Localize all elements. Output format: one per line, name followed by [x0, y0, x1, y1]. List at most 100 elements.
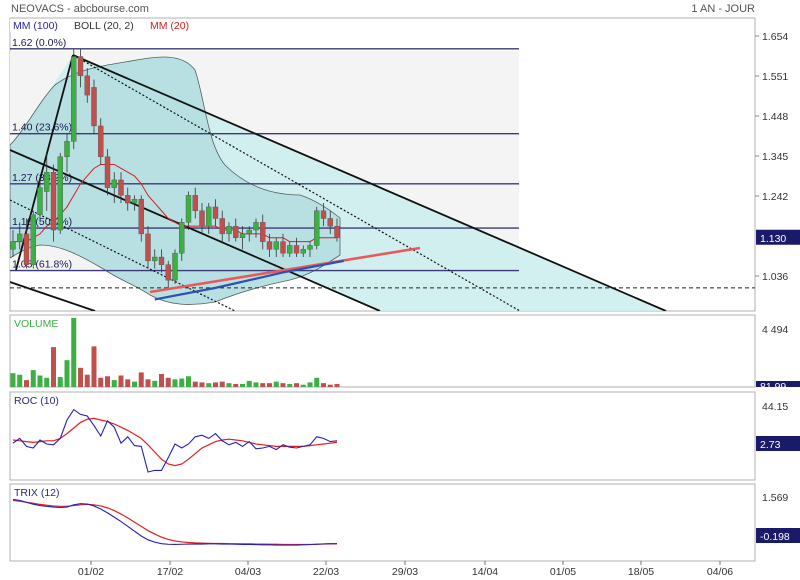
volume-bar: [57, 377, 63, 387]
fibonacci-label: 1.05 (61.8%): [12, 259, 72, 271]
price-axis-label: 1.036: [762, 271, 788, 283]
volume-bar: [10, 373, 16, 387]
candle-body: [125, 195, 131, 204]
candle-body: [77, 56, 84, 77]
volume-bar: [132, 381, 137, 387]
x-axis: 01/02 17/02 04/03 22/03 29/03 14/04 01/05 18/05…: [78, 561, 733, 578]
mm100-line: [154, 259, 344, 301]
candle-body: [206, 206, 212, 227]
volume-bar: [138, 372, 144, 387]
x-axis-label: 29/03: [392, 566, 418, 578]
candle-body: [253, 222, 259, 231]
volume-bar: [327, 384, 333, 387]
volume-bar: [84, 374, 90, 387]
candle-body: [50, 172, 57, 231]
candles: [10, 48, 340, 288]
volume-bar: [186, 376, 191, 387]
volume-bar: [273, 381, 279, 387]
fibonacci-label: 1.62 (0.0%): [12, 37, 66, 49]
volume-bar: [44, 377, 50, 387]
x-axis-label: 18/05: [628, 566, 654, 578]
candle-body: [57, 156, 63, 231]
volume-bar: [260, 383, 266, 387]
candle-body: [199, 210, 205, 227]
roc-last-tag-label: 2.73: [760, 439, 781, 451]
legend-mm100: MM (100): [13, 20, 58, 32]
channel-upper-line: [72, 54, 667, 311]
candle-body: [111, 179, 117, 188]
candle-body: [327, 218, 333, 227]
candle-body: [10, 241, 16, 250]
candle-body: [185, 195, 192, 223]
volume-bar: [125, 379, 131, 387]
x-axis-label: 04/03: [235, 566, 261, 578]
candle-body: [118, 179, 124, 196]
volume-bar: [37, 375, 43, 387]
candle-body: [192, 195, 198, 211]
volume-bar: [159, 373, 164, 387]
volume-bar: [179, 378, 185, 387]
volume-bar: [321, 383, 326, 387]
candle-body: [84, 75, 90, 96]
volume-bar: [152, 380, 158, 387]
volume-bar: [334, 383, 340, 387]
candle-body: [71, 56, 77, 142]
trix-last-tag: [756, 528, 800, 543]
candle-body: [91, 87, 97, 127]
candle-body: [131, 198, 138, 204]
roc-panel: [9, 391, 756, 481]
channel-middle-line: [72, 54, 521, 311]
last-price-tag: [756, 229, 800, 245]
volume-bar: [71, 318, 77, 387]
volume-bar: [91, 346, 97, 387]
support-trendline: [149, 246, 421, 294]
price-axis-label: 1.242: [762, 191, 788, 203]
candle-body: [158, 256, 165, 265]
volume-bars: [10, 318, 340, 387]
trix-line: [12, 498, 338, 546]
trix-signal-line: [12, 499, 337, 546]
volume-bar: [287, 383, 293, 387]
volume-bar: [307, 382, 313, 387]
x-axis-label: 17/02: [157, 566, 183, 578]
volume-bar: [199, 382, 205, 387]
candle-body: [104, 156, 111, 188]
candle-body: [165, 264, 171, 281]
channel-bottom-line: [10, 281, 96, 311]
volume-bar: [78, 367, 83, 387]
candle-body: [334, 225, 340, 238]
right-axis: 1.654 1.551 1.448 1.345 1.242 1.036 1.130 4 494…: [755, 31, 800, 543]
volume-panel: [9, 314, 756, 388]
candle-body: [145, 233, 151, 262]
channel-lower-dotted-line: [10, 199, 236, 311]
volume-bar: [111, 380, 117, 387]
candle-body: [273, 241, 279, 250]
x-axis-label: 04/06: [707, 566, 733, 578]
volume-bar: [51, 347, 56, 387]
volume-bar: [267, 383, 272, 387]
volume-bar: [17, 374, 23, 387]
legend-bollinger: BOLL (20, 2): [74, 20, 134, 32]
roc-last-tag: [756, 436, 800, 451]
last-price-tag-label: 1.130: [760, 233, 786, 245]
candle-body: [30, 214, 36, 265]
roc-title: ROC (10): [14, 395, 59, 407]
candle-body: [280, 241, 286, 254]
candle-body: [17, 233, 23, 242]
volume-bar: [314, 377, 320, 387]
volume-bar: [219, 381, 225, 387]
candle-body: [98, 125, 104, 157]
volume-tag-mask: [756, 387, 800, 392]
candle-body: [172, 252, 178, 281]
candle-body: [212, 206, 219, 219]
candle-body: [152, 256, 158, 262]
x-axis-label: 22/03: [313, 566, 339, 578]
volume-bar: [226, 383, 232, 387]
candle-body: [138, 198, 144, 235]
channel-lower-line: [10, 149, 381, 311]
volume-bar: [118, 375, 124, 387]
candle-body: [37, 187, 43, 215]
x-axis-label: 01/02: [78, 566, 104, 578]
price-axis-label: 1.654: [762, 31, 788, 43]
volume-bar: [98, 377, 104, 387]
